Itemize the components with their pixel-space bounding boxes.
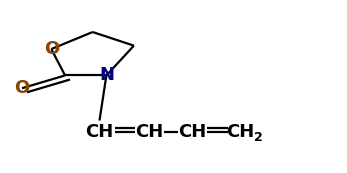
Text: CH: CH <box>227 124 255 142</box>
Text: CH: CH <box>178 124 206 142</box>
Text: CH: CH <box>135 124 163 142</box>
Text: O: O <box>44 40 59 58</box>
Text: O: O <box>15 79 29 97</box>
Text: N: N <box>99 66 114 84</box>
Text: 2: 2 <box>254 131 263 144</box>
Text: CH: CH <box>85 124 113 142</box>
